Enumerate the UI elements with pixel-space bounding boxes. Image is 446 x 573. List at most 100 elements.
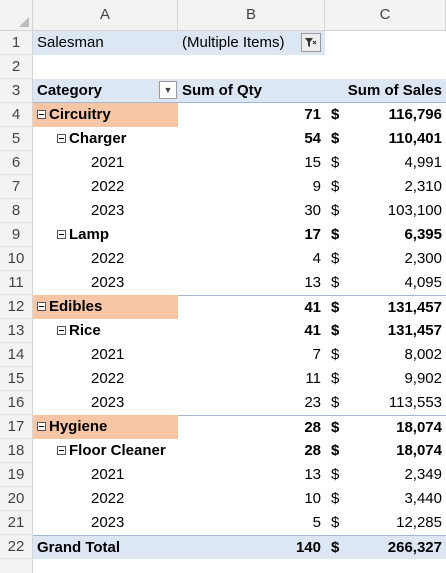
filter-label-cell[interactable]: Salesman [33, 31, 178, 55]
collapse-icon[interactable] [37, 301, 46, 311]
row-header[interactable]: 17 [0, 415, 33, 439]
collapse-icon[interactable] [57, 445, 66, 455]
column-header-c[interactable]: C [325, 0, 446, 30]
sales-cell[interactable]: $103,100 [325, 199, 446, 223]
collapse-icon[interactable] [57, 229, 66, 239]
sales-cell[interactable]: $6,395 [325, 223, 446, 247]
row-header[interactable]: 9 [0, 223, 33, 247]
sales-cell[interactable]: $4,095 [325, 271, 446, 295]
qty-cell[interactable]: 41 [304, 322, 321, 339]
pivot-header-qty[interactable]: Sum of Qty [178, 79, 325, 103]
row-header[interactable]: 15 [0, 367, 33, 391]
row-header[interactable]: 21 [0, 511, 33, 535]
qty-cell[interactable]: 41 [178, 295, 325, 319]
sales-cell[interactable]: $131,457 [325, 319, 446, 343]
row-header[interactable]: 7 [0, 175, 33, 199]
sales-cell[interactable]: $2,300 [325, 247, 446, 271]
sales-cell[interactable]: $18,074 [325, 439, 446, 463]
row-header[interactable]: 18 [0, 439, 33, 463]
year-cell[interactable]: 2021 [91, 346, 125, 363]
sales-cell[interactable]: $4,991 [325, 151, 446, 175]
sales-cell[interactable]: $110,401 [325, 127, 446, 151]
empty-cell[interactable] [325, 55, 446, 79]
sales-cell[interactable]: $9,902 [325, 367, 446, 391]
qty-cell[interactable]: 23 [304, 394, 321, 411]
product-cell[interactable]: Rice [33, 319, 178, 343]
category-cell[interactable]: Circuitry [33, 103, 178, 127]
row-header[interactable]: 3 [0, 79, 33, 103]
sales-cell[interactable]: $131,457 [325, 295, 446, 319]
empty-cell[interactable] [178, 55, 325, 79]
year-cell[interactable]: 2022 [91, 250, 125, 267]
column-header-b[interactable]: B [178, 0, 325, 30]
year-cell[interactable]: 2023 [91, 514, 125, 531]
qty-cell[interactable]: 15 [304, 154, 321, 171]
product-cell[interactable]: Lamp [33, 223, 178, 247]
row-header[interactable]: 1 [0, 31, 33, 55]
category-cell[interactable]: Hygiene [33, 415, 178, 439]
qty-cell[interactable]: 54 [304, 130, 321, 147]
year-cell[interactable]: 2023 [91, 394, 125, 411]
row-header[interactable]: 22 [0, 535, 33, 559]
column-header-a[interactable]: A [33, 0, 178, 30]
empty-cell[interactable] [325, 31, 446, 55]
row-header[interactable]: 19 [0, 463, 33, 487]
sales-cell[interactable]: $12,285 [325, 511, 446, 535]
qty-cell[interactable]: 9 [312, 178, 321, 195]
year-cell[interactable]: 2022 [91, 490, 125, 507]
qty-cell[interactable]: 71 [304, 106, 321, 123]
year-cell[interactable]: 2023 [91, 274, 125, 291]
select-all-corner[interactable] [0, 0, 33, 30]
row-header[interactable]: 4 [0, 103, 33, 127]
qty-cell[interactable]: 30 [304, 202, 321, 219]
year-cell[interactable]: 2022 [91, 178, 125, 195]
qty-cell[interactable]: 10 [304, 490, 321, 507]
qty-cell[interactable]: 7 [312, 346, 321, 363]
sales-cell[interactable]: $116,796 [325, 103, 446, 127]
collapse-icon[interactable] [57, 325, 66, 335]
filter-value-cell[interactable]: (Multiple Items) [178, 31, 325, 55]
row-header[interactable]: 11 [0, 271, 33, 295]
collapse-icon[interactable] [57, 133, 66, 143]
row-header[interactable]: 5 [0, 127, 33, 151]
row-header[interactable]: 8 [0, 199, 33, 223]
row-header[interactable]: 6 [0, 151, 33, 175]
grand-total-label[interactable]: Grand Total [33, 535, 178, 559]
qty-cell[interactable]: 13 [304, 466, 321, 483]
collapse-icon[interactable] [37, 109, 46, 119]
year-cell[interactable]: 2021 [91, 154, 125, 171]
qty-cell[interactable]: 11 [305, 370, 321, 387]
sales-cell[interactable]: $18,074 [325, 415, 446, 439]
filter-dropdown-button[interactable] [301, 33, 321, 52]
row-header[interactable]: 10 [0, 247, 33, 271]
qty-cell[interactable]: 28 [304, 442, 321, 459]
qty-cell[interactable]: 4 [312, 250, 321, 267]
grand-total-sales[interactable]: $266,327 [325, 535, 446, 559]
product-cell[interactable]: Floor Cleaner [33, 439, 178, 463]
pivot-header-sales[interactable]: Sum of Sales [325, 79, 446, 103]
category-cell[interactable]: Edibles [33, 295, 178, 319]
qty-cell[interactable]: 17 [304, 226, 321, 243]
product-cell[interactable]: Charger [33, 127, 178, 151]
sales-cell[interactable]: $113,553 [325, 391, 446, 415]
qty-cell[interactable]: 28 [178, 415, 325, 439]
sales-cell[interactable]: $8,002 [325, 343, 446, 367]
row-header[interactable]: 2 [0, 55, 33, 79]
year-cell[interactable]: 2023 [91, 202, 125, 219]
row-header[interactable]: 13 [0, 319, 33, 343]
row-header[interactable]: 20 [0, 487, 33, 511]
row-header[interactable]: 12 [0, 295, 33, 319]
row-header[interactable]: 16 [0, 391, 33, 415]
pivot-header-category[interactable]: Category ▼ [33, 79, 178, 103]
grand-total-qty[interactable]: 140 [178, 535, 325, 559]
qty-cell[interactable]: 13 [304, 274, 321, 291]
row-header[interactable]: 14 [0, 343, 33, 367]
year-cell[interactable]: 2022 [91, 370, 125, 387]
category-dropdown-button[interactable]: ▼ [159, 81, 177, 99]
sales-cell[interactable]: $2,349 [325, 463, 446, 487]
collapse-icon[interactable] [37, 421, 46, 431]
sales-cell[interactable]: $3,440 [325, 487, 446, 511]
qty-cell[interactable]: 5 [312, 514, 321, 531]
empty-cell[interactable] [33, 55, 178, 79]
sales-cell[interactable]: $2,310 [325, 175, 446, 199]
